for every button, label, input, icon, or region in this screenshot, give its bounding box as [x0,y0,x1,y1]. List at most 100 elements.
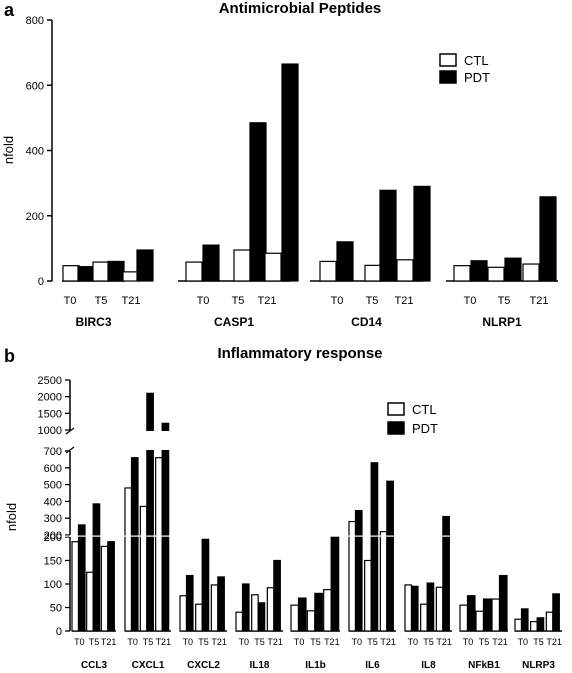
bar-pdt-cxcl1-t0 [130,457,139,632]
bar-pdt-il6-t5 [370,462,379,632]
bar-ctl-il1b-t5 [306,610,316,632]
x-tick-label: T0 [74,637,85,647]
bar-pdt-nlrp1-t5 [504,257,522,282]
bar-ctl-il18-t21 [266,587,275,632]
bar-ctl-casp1-t0 [185,261,203,282]
x-tick-label: T0 [183,637,194,647]
y-tick-label: 2000 [38,392,62,404]
bar-pdt-il8-t0 [410,585,419,632]
bar-ctl-il18-t0 [235,611,244,632]
legend-label-ctl: CTL [412,402,437,417]
bar-pdt-birc3-t0 [77,266,95,282]
bar-ctl-ccl3-t21 [100,545,109,632]
group-label-il6: IL6 [365,660,380,671]
group-label-birc3: BIRC3 [75,315,111,329]
bar-pdt-ccl3-t21 [107,541,115,632]
bar-pdt-cxcl2-t21 [217,576,225,632]
bar-pdt-nfkb1-t5 [482,598,492,632]
x-tick-label: T5 [198,637,209,647]
x-tick-label: T5 [498,295,511,307]
bar-ctl-cd14-t0 [319,260,337,282]
y-tick-label: 200 [26,211,44,223]
axis-break-mark [65,427,75,435]
x-tick-label: T21 [546,637,562,647]
y-tick-label: 200 [44,532,62,544]
group-label-nfkb1: NFkB1 [468,660,500,671]
bar-pdt-il8-t5 [426,582,435,632]
chart-a-ylabel: nfold [1,136,16,164]
x-tick-label: T21 [492,637,508,647]
x-tick-label: T21 [267,637,283,647]
bar-ctl-cd14-t21 [396,259,414,282]
panel-b-label: b [4,346,15,366]
bar-pdt-birc3-t5 [107,260,125,282]
chart-b-title: Inflammatory response [217,345,382,362]
x-tick-label: T0 [197,295,210,307]
group-label-casp1: CASP1 [214,315,254,329]
y-tick-label: 50 [50,603,62,615]
bar-ctl-il8-t5 [420,603,428,632]
x-tick-label: T21 [324,637,340,647]
x-tick-label: T5 [89,637,100,647]
y-tick-label: 0 [56,626,62,638]
bar-ctl-nlrp3-t5 [530,620,538,632]
bar-ctl-il8-t0 [404,584,413,632]
bar-pdt-cxcl1-t5 [146,392,154,632]
bar-pdt-il6-t21 [386,480,394,632]
y-tick-label: 1000 [38,425,62,437]
y-tick-label: 700 [44,446,62,458]
y-tick-label: 300 [44,513,62,525]
bar-pdt-cd14-t0 [336,241,354,282]
chart-a: 0 200 400 600 800 T0 T5 T21 BIRC3 T0 T5 T21 CASP1 T0 T… [26,15,558,329]
x-tick-label: T5 [423,637,434,647]
x-tick-label: T21 [211,637,227,647]
bar-pdt-casp1-t0 [202,244,220,282]
bar-pdt-il18-t21 [273,559,281,632]
x-tick-label: T21 [258,295,277,307]
bar-pdt-nfkb1-t0 [466,595,476,632]
y-tick-label: 0 [38,276,44,288]
bar-ctl-il8-t21 [435,586,444,632]
bar-ctl-casp1-t5 [233,249,251,282]
bar-pdt-ccl3-t5 [92,503,101,632]
group-label-cd14: CD14 [351,315,382,329]
x-tick-label: T0 [464,295,477,307]
x-tick-label: T0 [294,637,305,647]
x-tick-label: T0 [463,637,474,647]
bar-ctl-il6-t21 [379,531,388,632]
x-tick-label: T5 [232,295,245,307]
x-tick-label: T21 [380,637,396,647]
x-tick-label: T0 [331,295,344,307]
bar-ctl-il1b-t0 [290,604,300,632]
bar-ctl-cxcl1-t21 [155,457,163,632]
y-tick-label: 400 [44,496,62,508]
chart-b: 0501001502002003004005006007001000150020… [38,375,572,671]
group-label-cxcl1: CXCL1 [132,660,165,671]
bar-pdt-cxcl1-t21 [161,422,170,632]
x-tick-label: T5 [366,295,379,307]
y-tick-label: 200 [44,530,62,542]
x-tick-label: T0 [239,637,250,647]
group-label-nlrp3: NLRP3 [522,660,555,671]
y-tick-label: 600 [44,463,62,475]
bar-pdt-casp1-t5 [249,122,267,282]
x-tick-label: T5 [143,637,154,647]
bar-pdt-il6-t0 [354,510,363,632]
y-tick-label: 1500 [38,408,62,420]
bar-pdt-nlrp1-t21 [539,196,557,282]
x-tick-label: T21 [156,637,172,647]
y-tick-label: 2500 [38,375,62,387]
bar-ctl-cxcl2-t0 [179,595,188,632]
bar-ctl-nfkb1-t21 [491,598,501,632]
chart-b-ylabel: nfold [4,503,19,531]
bar-pdt-cxcl2-t5 [201,538,210,632]
bar-pdt-cd14-t5 [379,189,397,282]
bar-pdt-nlrp3-t0 [520,608,529,632]
bar-ctl-nlrp1-t0 [453,265,471,282]
x-tick-label: T5 [367,637,378,647]
bar-ctl-ccl3-t5 [86,571,94,632]
bar-pdt-ccl3-t0 [77,524,86,632]
bar-ctl-il18-t5 [251,594,259,632]
bar-ctl-nfkb1-t0 [459,604,469,632]
